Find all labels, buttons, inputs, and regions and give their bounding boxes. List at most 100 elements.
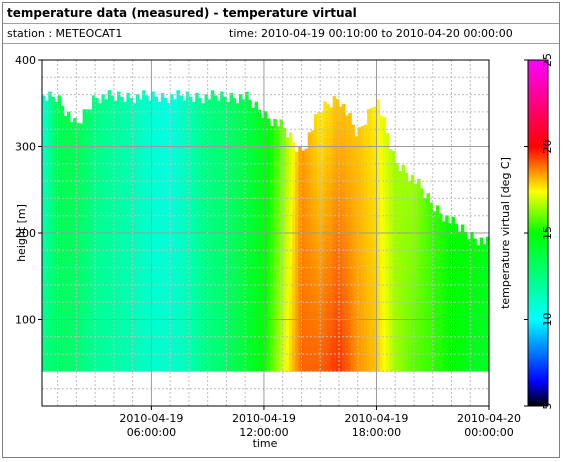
heatmap-cell (142, 181, 146, 191)
heatmap-cell (213, 103, 218, 113)
heatmap-cell (317, 284, 321, 294)
heatmap-cell (263, 215, 268, 225)
heatmap-cell (160, 250, 165, 260)
heatmap-cell (101, 362, 105, 372)
heatmap-cell (373, 155, 377, 165)
heatmap-cell (54, 250, 58, 260)
heatmap-cell (320, 241, 324, 251)
heatmap-cell (254, 328, 258, 338)
heatmap-cell (320, 207, 324, 216)
heatmap-cell (254, 258, 258, 268)
heatmap-cell (320, 345, 324, 355)
heatmap-cell (220, 198, 224, 208)
heatmap-cell (370, 233, 374, 242)
heatmap-cell (367, 267, 371, 277)
heatmap-cell (42, 137, 46, 147)
heatmap-cell (157, 111, 162, 121)
heatmap-cell (204, 284, 208, 294)
heatmap-cell (188, 96, 193, 104)
heatmap-cell (79, 181, 83, 191)
heatmap-cell (226, 362, 230, 372)
heatmap-cell (292, 362, 296, 372)
heatmap-cell (460, 276, 465, 286)
heatmap-cell (54, 336, 58, 346)
heatmap-cell (367, 198, 371, 208)
heatmap-cell (210, 293, 215, 303)
heatmap-cell (338, 146, 343, 156)
heatmap-cell (107, 354, 112, 364)
heatmap-cell (460, 336, 465, 346)
heatmap-cell (332, 207, 337, 216)
heatmap-cell (179, 345, 183, 355)
heatmap-cell (332, 137, 337, 147)
heatmap-cell (117, 267, 121, 277)
heatmap-cell (154, 215, 158, 225)
heatmap-cell (270, 129, 274, 139)
heatmap-cell (392, 172, 396, 182)
heatmap-cell (95, 345, 99, 355)
heatmap-cell (182, 250, 187, 260)
heatmap-cell (98, 155, 102, 165)
heatmap-cell (248, 155, 252, 165)
heatmap-cell (235, 163, 240, 173)
heatmap-cell (410, 174, 415, 182)
heatmap-cell (117, 146, 121, 156)
heatmap-cell (254, 336, 258, 346)
heatmap-cell (288, 302, 293, 312)
heatmap-cell (213, 250, 218, 260)
heatmap-cell (173, 155, 177, 165)
heatmap-cell (60, 207, 65, 216)
heatmap-cell (323, 293, 327, 303)
heatmap-cell (329, 207, 334, 216)
heatmap-cell (335, 354, 340, 364)
heatmap-cell (398, 224, 402, 234)
heatmap-cell (54, 319, 58, 329)
heatmap-cell (288, 284, 293, 294)
heatmap-cell (135, 354, 140, 364)
heatmap-cell (138, 328, 143, 338)
heatmap-cell (282, 258, 287, 268)
heatmap-cell (207, 155, 212, 165)
heatmap-cell (360, 137, 365, 147)
heatmap-cell (85, 336, 90, 346)
heatmap-cell (304, 276, 308, 286)
heatmap-cell (229, 207, 233, 216)
heatmap-cell (126, 94, 130, 104)
heatmap-cell (57, 233, 62, 242)
heatmap-cell (42, 111, 46, 121)
heatmap-cell (342, 328, 346, 338)
heatmap-cell (257, 198, 262, 208)
heatmap-cell (98, 302, 102, 312)
heatmap-cell (120, 120, 124, 130)
heatmap-cell (385, 233, 390, 242)
heatmap-cell (392, 250, 396, 260)
heatmap-cell (332, 146, 337, 156)
heatmap-cell (182, 129, 187, 139)
heatmap-cell (207, 120, 212, 130)
heatmap-cell (113, 284, 118, 294)
heatmap-cell (276, 241, 280, 251)
heatmap-cell (476, 293, 480, 303)
heatmap-cell (482, 362, 487, 372)
heatmap-cell (195, 163, 199, 173)
heatmap-cell (117, 129, 121, 139)
heatmap-cell (376, 146, 380, 156)
heatmap-cell (401, 293, 405, 303)
heatmap-cell (76, 310, 80, 320)
heatmap-cell (376, 111, 380, 121)
heatmap-cell (210, 276, 215, 286)
heatmap-cell (363, 276, 368, 286)
heatmap-cell (82, 241, 87, 251)
heatmap-cell (338, 172, 343, 182)
heatmap-cell (132, 233, 137, 242)
heatmap-cell (329, 146, 334, 156)
heatmap-cell (423, 302, 427, 312)
heatmap-cell (257, 172, 262, 182)
heatmap-cell (263, 224, 268, 234)
heatmap-cell (323, 276, 327, 286)
heatmap-cell (213, 146, 218, 156)
heatmap-cell (126, 302, 130, 312)
heatmap-cell (288, 163, 293, 173)
heatmap-cell (85, 345, 90, 355)
heatmap-cell (217, 336, 221, 346)
